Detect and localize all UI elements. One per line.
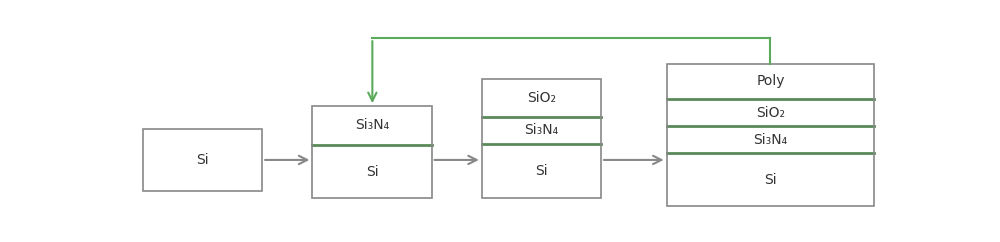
Bar <box>312 145 432 198</box>
Bar <box>666 64 874 99</box>
Bar <box>666 64 874 206</box>
Bar <box>482 79 601 117</box>
Bar <box>143 129 262 191</box>
Text: Si₃N₄: Si₃N₄ <box>355 118 389 132</box>
Bar <box>666 153 874 206</box>
Text: Si: Si <box>366 165 378 179</box>
Text: Si: Si <box>535 164 548 178</box>
Text: Si₃N₄: Si₃N₄ <box>753 133 788 147</box>
Bar <box>312 106 432 198</box>
Bar <box>482 79 601 198</box>
Bar <box>312 106 432 145</box>
Text: Poly: Poly <box>756 75 785 89</box>
Text: Si: Si <box>196 153 209 167</box>
Bar <box>482 144 601 198</box>
Text: SiO₂: SiO₂ <box>527 91 556 105</box>
Bar <box>143 129 262 191</box>
Bar <box>482 117 601 144</box>
Text: Si₃N₄: Si₃N₄ <box>524 123 558 137</box>
Bar <box>666 99 874 126</box>
Text: SiO₂: SiO₂ <box>756 106 785 120</box>
Bar <box>666 126 874 153</box>
Text: Si: Si <box>764 173 777 187</box>
